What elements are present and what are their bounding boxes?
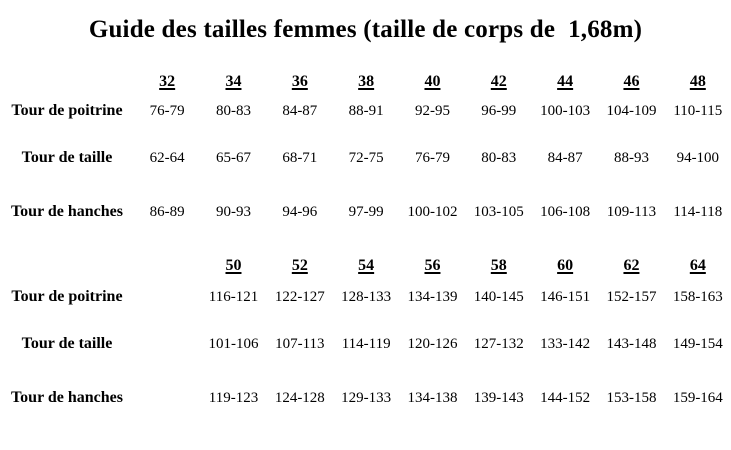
size-value: 152-157 [606, 288, 657, 305]
size-value: 97-99 [348, 204, 384, 220]
lower-size-header-row: 50 52 54 56 58 60 62 64 [0, 234, 731, 282]
corner-cell [0, 234, 134, 282]
lower-waist-row: Tour de taille 101-106 107-113 114-119 1… [0, 312, 731, 366]
size-header: 40 [424, 73, 441, 90]
size-value: 119-123 [208, 390, 259, 406]
size-header: 36 [291, 73, 308, 90]
upper-size-header-row: 32 34 36 38 40 42 44 46 48 [0, 68, 731, 96]
upper-bust-row: Tour de poitrine 76-79 80-83 84-87 88-91… [0, 96, 731, 126]
spacer-cell [134, 234, 200, 282]
size-value: 86-89 [149, 204, 185, 220]
lower-hips-row: Tour de hanches 119-123 124-128 129-133 … [0, 366, 731, 420]
size-header: 50 [225, 257, 242, 274]
row-label: Tour de hanches [10, 203, 124, 220]
lower-bust-row: Tour de poitrine 116-121 122-127 128-133… [0, 282, 731, 312]
size-header: 64 [689, 257, 706, 274]
spacer-cell [134, 282, 200, 312]
size-value: 72-75 [348, 150, 384, 166]
size-value: 100-102 [407, 204, 458, 220]
size-value: 80-83 [215, 102, 251, 119]
size-value: 114-118 [673, 204, 723, 220]
corner-cell [0, 68, 134, 96]
size-value: 110-115 [673, 102, 723, 119]
size-value: 116-121 [208, 288, 259, 305]
size-value: 88-91 [348, 102, 384, 119]
size-value: 146-151 [540, 288, 591, 305]
size-value: 62-64 [149, 150, 185, 166]
size-header: 38 [358, 73, 375, 90]
size-header: 48 [689, 73, 706, 90]
size-value: 76-79 [149, 102, 185, 119]
size-table: 32 34 36 38 40 42 44 46 48 Tour de poitr… [0, 68, 731, 420]
spacer-cell [134, 366, 200, 420]
upper-waist-row: Tour de taille 62-64 65-67 68-71 72-75 7… [0, 126, 731, 180]
size-value: 158-163 [672, 288, 723, 305]
size-header: 58 [490, 257, 507, 274]
size-value: 94-100 [676, 150, 720, 166]
row-label: Tour de taille [21, 335, 113, 352]
upper-hips-row: Tour de hanches 86-89 90-93 94-96 97-99 … [0, 180, 731, 234]
size-value: 84-87 [282, 102, 318, 119]
page-title: Guide des tailles femmes (taille de corp… [88, 16, 643, 43]
row-label: Tour de hanches [10, 389, 124, 406]
size-header: 34 [225, 73, 242, 90]
size-value: 140-145 [473, 288, 524, 305]
size-value: 159-164 [672, 390, 723, 406]
size-value: 94-96 [282, 204, 318, 220]
size-value: 109-113 [606, 204, 657, 220]
size-value: 127-132 [473, 336, 524, 352]
size-value: 134-139 [407, 288, 458, 305]
size-value: 122-127 [274, 288, 325, 305]
size-value: 76-79 [414, 150, 450, 166]
size-value: 68-71 [282, 150, 318, 166]
size-header: 54 [358, 257, 375, 274]
size-value: 107-113 [275, 336, 325, 352]
size-value: 80-83 [481, 150, 517, 166]
size-value: 149-154 [672, 336, 723, 352]
size-header: 60 [557, 257, 574, 274]
size-value: 100-103 [540, 102, 591, 119]
row-label: Tour de poitrine [11, 102, 123, 119]
size-header: 56 [424, 257, 441, 274]
size-value: 84-87 [547, 150, 583, 166]
size-header: 52 [291, 257, 308, 274]
size-value: 124-128 [274, 390, 325, 406]
size-value: 92-95 [414, 102, 450, 119]
size-value: 153-158 [606, 390, 657, 406]
size-header: 32 [159, 73, 176, 90]
size-value: 133-142 [540, 336, 591, 352]
size-value: 114-119 [341, 336, 391, 352]
size-value: 65-67 [215, 150, 251, 166]
size-value: 134-138 [407, 390, 458, 406]
size-header: 42 [490, 73, 507, 90]
size-value: 143-148 [606, 336, 657, 352]
size-header: 62 [623, 257, 640, 274]
size-value: 103-105 [473, 204, 524, 220]
size-value: 120-126 [407, 336, 458, 352]
size-value: 101-106 [208, 336, 259, 352]
size-value: 129-133 [341, 390, 392, 406]
size-value: 104-109 [606, 102, 657, 119]
spacer-cell [134, 312, 200, 366]
size-value: 88-93 [613, 150, 649, 166]
size-header: 44 [557, 73, 574, 90]
size-value: 106-108 [540, 204, 591, 220]
size-value: 90-93 [215, 204, 251, 220]
row-label: Tour de poitrine [11, 288, 123, 305]
size-value: 144-152 [540, 390, 591, 406]
size-value: 139-143 [473, 390, 524, 406]
size-value: 128-133 [341, 288, 392, 305]
size-header: 46 [623, 73, 640, 90]
row-label: Tour de taille [21, 149, 113, 166]
size-value: 96-99 [481, 102, 517, 119]
